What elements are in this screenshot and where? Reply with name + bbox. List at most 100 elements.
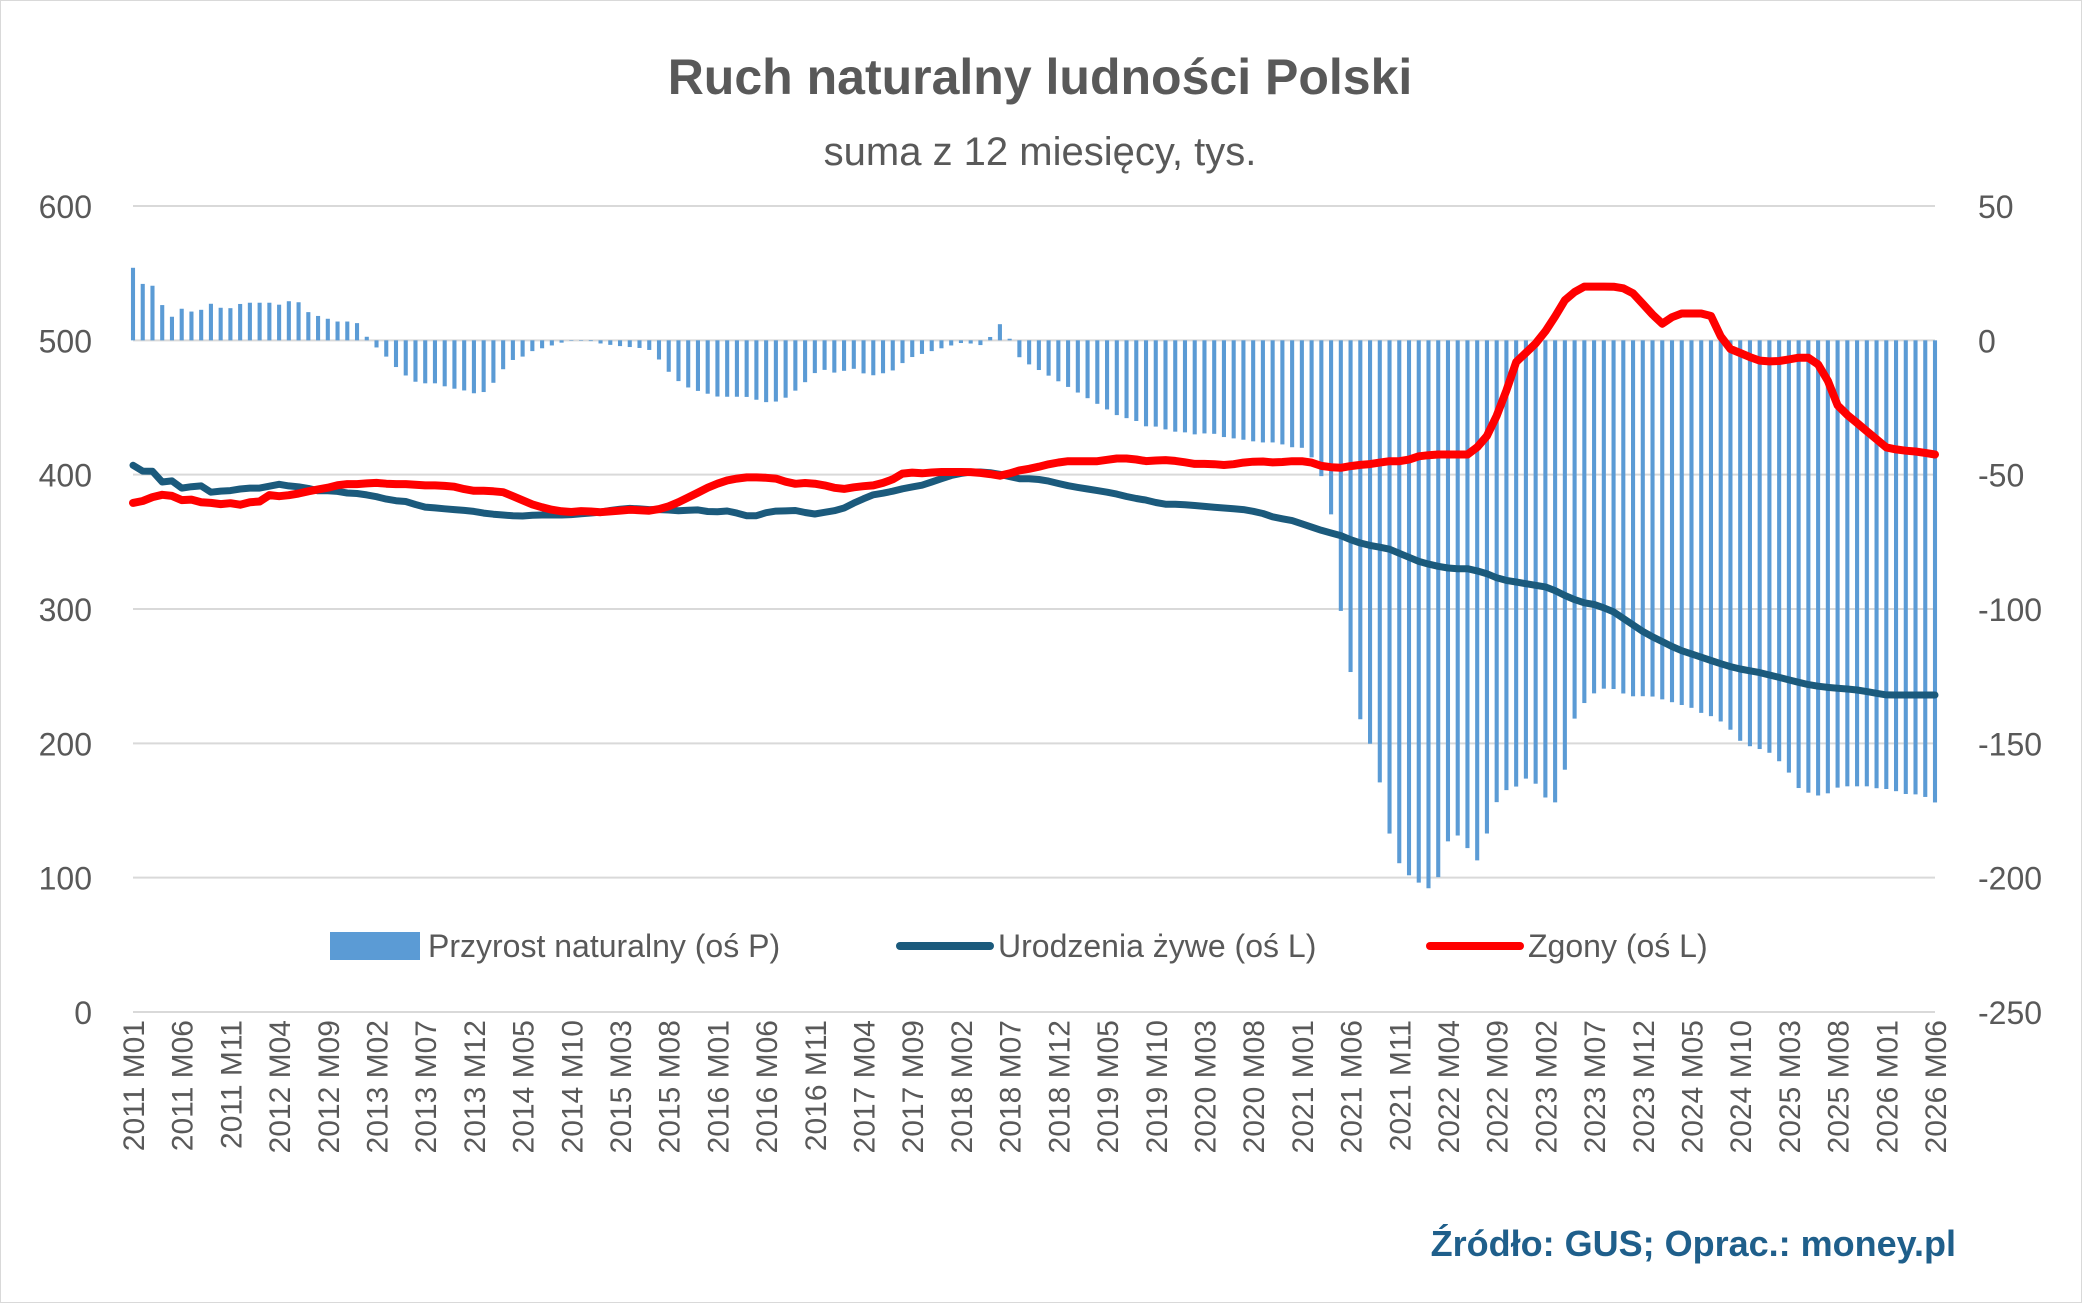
x-tick-label: 2022 M04: [1433, 1020, 1466, 1153]
chart-subtitle: suma z 12 miesięcy, tys.: [824, 130, 1257, 174]
line-series: [129, 282, 1939, 699]
bar-przyrost: [247, 302, 252, 341]
y-left-tick-label: 600: [39, 189, 92, 225]
y-left-tick-label: 400: [39, 458, 92, 494]
bar-przyrost: [988, 336, 993, 341]
bar-przyrost: [890, 340, 895, 371]
bar-przyrost: [540, 340, 545, 349]
bar-przyrost: [1475, 340, 1480, 861]
x-tick-label: 2016 M06: [751, 1020, 784, 1153]
bar-przyrost: [676, 340, 681, 382]
bar-przyrost: [1406, 340, 1412, 876]
bar-przyrost: [1280, 340, 1285, 445]
x-tick-label: 2025 M03: [1774, 1020, 1807, 1153]
bar-przyrost: [871, 340, 876, 376]
y-right-tick-label: -200: [1978, 861, 2042, 897]
bar-przyrost: [647, 340, 652, 350]
bar-przyrost: [968, 340, 973, 344]
bar-przyrost: [199, 309, 204, 341]
bar-przyrost: [267, 302, 272, 341]
bar-przyrost: [218, 307, 223, 341]
bar-przyrost: [1046, 340, 1051, 376]
bar-przyrost: [559, 340, 564, 343]
bar-przyrost: [1835, 340, 1840, 788]
x-tick-label: 2022 M09: [1482, 1020, 1515, 1153]
y-left-tick-label: 0: [74, 995, 92, 1031]
gridlines: [133, 205, 1935, 879]
bar-przyrost: [1523, 340, 1528, 779]
bar-przyrost: [1124, 340, 1129, 419]
bar-przyrost: [880, 340, 886, 374]
legend-label-bars: Przyrost naturalny (oś P): [428, 928, 780, 964]
bar-przyrost: [1533, 340, 1538, 784]
x-tick-label: 2019 M05: [1092, 1020, 1125, 1153]
x-tick-label: 2013 M02: [362, 1020, 395, 1153]
bar-przyrost: [432, 340, 438, 384]
bar-przyrost: [510, 340, 515, 360]
x-tick-label: 2020 M08: [1238, 1020, 1271, 1153]
bar-przyrost: [1796, 340, 1801, 789]
bar-przyrost: [1601, 340, 1606, 689]
bar-przyrost: [549, 340, 554, 346]
bar-przyrost: [793, 340, 798, 391]
bar-przyrost: [1455, 340, 1460, 836]
bar-przyrost: [1066, 340, 1071, 387]
bar-przyrost: [1728, 340, 1733, 730]
bar-przyrost: [1231, 340, 1236, 439]
bar-przyrost: [997, 324, 1002, 341]
bar-przyrost: [335, 321, 340, 341]
bar-przyrost: [1397, 340, 1402, 864]
bar-przyrost: [1708, 340, 1714, 717]
y-left-tick-label: 200: [39, 726, 92, 762]
bar-przyrost: [1923, 340, 1928, 797]
x-tick-label: 2018 M07: [995, 1020, 1028, 1153]
bar-przyrost: [1436, 340, 1441, 878]
bar-przyrost: [1845, 340, 1850, 787]
bar-przyrost: [1056, 340, 1061, 382]
bar-przyrost: [1465, 340, 1470, 849]
bar-przyrost: [1562, 340, 1567, 770]
bar-przyrost: [627, 340, 632, 348]
bar-przyrost: [822, 340, 827, 370]
bar-przyrost: [1913, 340, 1918, 795]
bar-przyrost: [637, 340, 642, 348]
bar-przyrost: [1270, 340, 1275, 443]
legend-label-deaths: Zgony (oś L): [1528, 928, 1708, 964]
bar-przyrost: [1893, 340, 1899, 792]
x-tick-label: 2024 M10: [1725, 1020, 1758, 1153]
bar-przyrost: [452, 340, 457, 389]
x-tick-label: 2023 M02: [1530, 1020, 1563, 1153]
bar-przyrost: [1582, 340, 1587, 704]
bar-przyrost: [910, 340, 915, 358]
bar-przyrost: [1163, 340, 1168, 430]
y-right-tick-label: -50: [1978, 458, 2024, 494]
bar-przyrost: [656, 340, 662, 360]
bar-przyrost: [1426, 340, 1431, 889]
legend-label-births: Urodzenia żywe (oś L): [998, 928, 1316, 964]
bar-przyrost: [958, 340, 963, 344]
bar-przyrost: [1358, 340, 1363, 720]
x-tick-label: 2014 M10: [556, 1020, 589, 1153]
bar-przyrost: [1212, 340, 1217, 434]
bar-przyrost: [1640, 340, 1645, 697]
bar-przyrost: [1874, 340, 1879, 789]
bar-przyrost: [1153, 340, 1158, 427]
y-right-tick-label: -150: [1978, 726, 2042, 762]
x-tick-label: 2025 M08: [1823, 1020, 1856, 1153]
bar-przyrost: [481, 340, 486, 393]
bar-przyrost: [501, 340, 506, 370]
bar-przyrost: [1085, 340, 1090, 399]
legend-swatch-bars: [330, 932, 420, 960]
bar-przyrost: [1299, 340, 1304, 448]
x-tick-label: 2024 M05: [1676, 1020, 1709, 1153]
bar-przyrost: [1592, 340, 1597, 694]
y-right-tick-label: 50: [1978, 189, 2014, 225]
x-tick-label: 2021 M06: [1336, 1020, 1369, 1153]
bar-przyrost: [1134, 340, 1139, 421]
bar-przyrost: [1718, 340, 1723, 722]
bar-przyrost: [734, 340, 739, 397]
bar-przyrost: [1572, 340, 1577, 719]
line-zgony: [129, 282, 1939, 517]
